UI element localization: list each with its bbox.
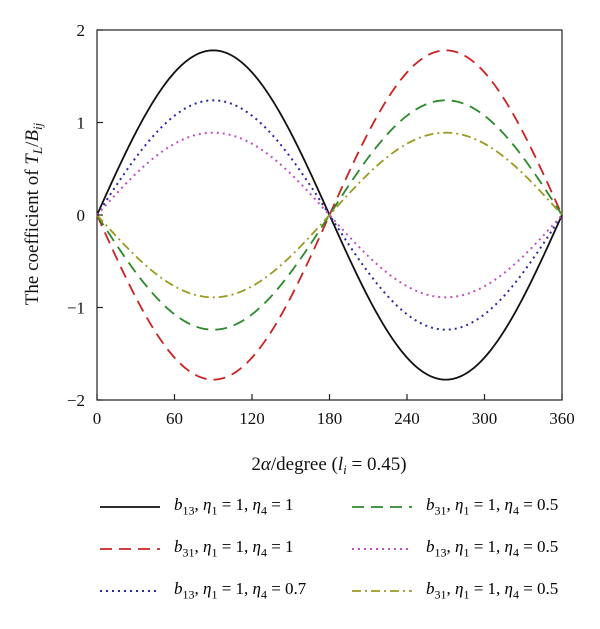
legend-label: b31, η1 = 1, η4 = 1 bbox=[174, 537, 294, 560]
legend-item-1: b13, η1 = 1, η4 = 1 bbox=[98, 494, 294, 520]
x-axis-title: 2α/degree (li = 0.45) bbox=[251, 454, 406, 477]
tick-layer: 0 60 120 180 240 300 360 2 1 0 −1 −2 bbox=[67, 21, 575, 428]
x-tick-label: 180 bbox=[317, 409, 343, 428]
y-tick-label: 0 bbox=[77, 206, 86, 225]
legend: b13, η1 = 1, η4 = 1 b31, η1 = 1, η4 = 1 b1… bbox=[98, 494, 598, 614]
legend-label: b13, η1 = 1, η4 = 0.7 bbox=[174, 579, 307, 602]
y-tick-label: −2 bbox=[67, 391, 85, 410]
legend-label: b13, η1 = 1, η4 = 0.5 bbox=[426, 537, 559, 560]
legend-item-4: b31, η1 = 1, η4 = 0.5 bbox=[350, 494, 558, 520]
y-tick-label: 1 bbox=[77, 114, 86, 133]
legend-swatch bbox=[352, 548, 412, 550]
legend-swatch bbox=[100, 506, 160, 508]
line-chart: 0 60 120 180 240 300 360 2 1 0 −1 −2 The coefficien… bbox=[22, 21, 575, 477]
legend-swatch bbox=[352, 506, 412, 508]
legend-item-2: b31, η1 = 1, η4 = 1 bbox=[98, 536, 294, 562]
legend-swatch bbox=[100, 548, 160, 550]
x-tick-label: 60 bbox=[166, 409, 183, 428]
y-tick-label: 2 bbox=[77, 21, 86, 40]
y-tick-label: −1 bbox=[67, 299, 85, 318]
x-tick-label: 300 bbox=[472, 409, 498, 428]
legend-item-6: b31, η1 = 1, η4 = 0.5 bbox=[350, 578, 558, 604]
x-tick-label: 360 bbox=[549, 409, 575, 428]
legend-item-5: b13, η1 = 1, η4 = 0.5 bbox=[350, 536, 558, 562]
legend-label: b31, η1 = 1, η4 = 0.5 bbox=[426, 495, 559, 518]
y-axis-title: The coefficient of TL/Bij bbox=[22, 122, 45, 305]
legend-swatch bbox=[100, 590, 160, 592]
x-tick-label: 240 bbox=[394, 409, 420, 428]
x-tick-label: 120 bbox=[239, 409, 265, 428]
legend-label: b13, η1 = 1, η4 = 1 bbox=[174, 495, 294, 518]
x-tick-label: 0 bbox=[93, 409, 102, 428]
legend-swatch bbox=[352, 590, 412, 592]
legend-item-3: b13, η1 = 1, η4 = 0.7 bbox=[98, 578, 306, 604]
legend-label: b31, η1 = 1, η4 = 0.5 bbox=[426, 579, 559, 602]
series-layer bbox=[96, 49, 563, 381]
